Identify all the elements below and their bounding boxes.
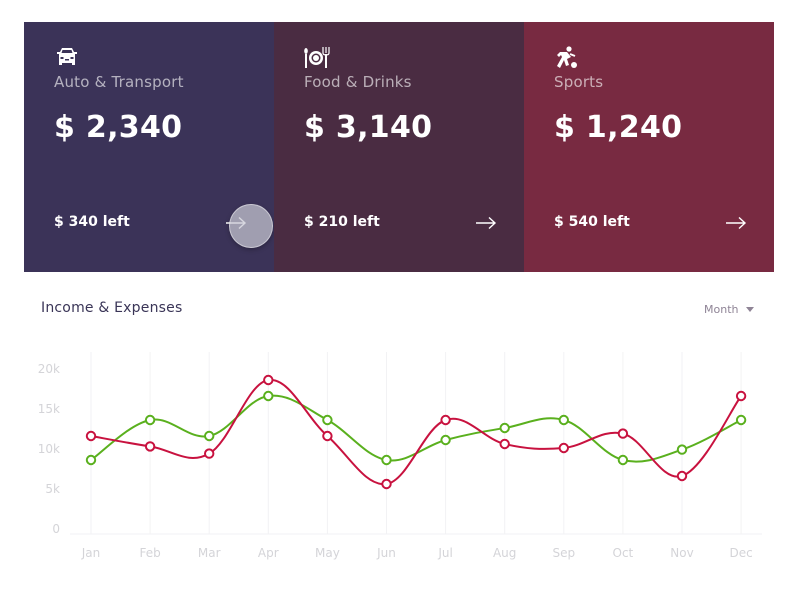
budget-cards: Auto & Transport $ 2,340 $ 340 left Food…: [24, 22, 774, 272]
x-tick-label: Nov: [670, 546, 693, 560]
data-point[interactable]: [204, 430, 215, 442]
data-point[interactable]: [144, 441, 156, 452]
data-point[interactable]: [558, 442, 569, 454]
data-point[interactable]: [381, 454, 392, 466]
data-point[interactable]: [735, 390, 747, 402]
y-tick-label: 20k: [38, 362, 60, 376]
data-point[interactable]: [617, 454, 629, 466]
x-tick-label: May: [315, 546, 340, 560]
data-point[interactable]: [263, 390, 274, 402]
x-tick-label: Oct: [613, 546, 634, 560]
remaining-amount: $ 340 left: [54, 214, 130, 230]
sports-icon: [557, 46, 577, 68]
income-expenses-chart: 0 5k 10k 15k 20k Jan Feb Mar Apr May Jun Jul Aug Sep O…: [38, 352, 762, 560]
data-point[interactable]: [322, 414, 333, 426]
spent-amount: $ 1,240: [554, 110, 683, 145]
spent-amount: $ 2,340: [54, 110, 183, 145]
y-tick-label: 15k: [38, 402, 60, 416]
data-point[interactable]: [85, 454, 97, 466]
x-tick-label: Jan: [81, 546, 101, 560]
data-point[interactable]: [144, 414, 156, 426]
data-point[interactable]: [85, 430, 97, 442]
y-tick-label: 0: [52, 522, 60, 536]
touch-indicator: [229, 204, 273, 248]
x-tick-label: Jun: [376, 546, 396, 560]
series-line-income: [90, 394, 742, 463]
card-auto-transport[interactable]: Auto & Transport $ 2,340 $ 340 left: [24, 22, 274, 272]
card-sports[interactable]: Sports $ 1,240 $ 540 left: [524, 22, 774, 272]
data-point[interactable]: [322, 430, 333, 442]
category-label: Food & Drinks: [304, 73, 412, 91]
x-tick-label: Aug: [493, 546, 516, 560]
caret-down-icon: [746, 307, 755, 312]
data-point[interactable]: [499, 422, 510, 434]
data-point[interactable]: [558, 414, 569, 426]
spent-amount: $ 3,140: [304, 110, 433, 145]
arrow-right-icon[interactable]: [725, 216, 747, 230]
data-point[interactable]: [440, 434, 451, 446]
data-point[interactable]: [499, 438, 510, 450]
data-point[interactable]: [440, 414, 451, 426]
data-point[interactable]: [381, 478, 392, 490]
data-point[interactable]: [676, 444, 688, 455]
x-tick-label: Mar: [198, 546, 221, 560]
y-tick-label: 5k: [45, 482, 60, 496]
chart-title: Income & Expenses: [41, 300, 183, 316]
arrow-right-icon[interactable]: [475, 216, 497, 230]
y-tick-label: 10k: [38, 442, 60, 456]
car-icon: [57, 48, 77, 65]
x-tick-label: Dec: [729, 546, 752, 560]
remaining-amount: $ 540 left: [554, 214, 630, 230]
x-tick-label: Sep: [552, 546, 575, 560]
restaurant-icon: [304, 47, 330, 68]
data-point[interactable]: [263, 374, 274, 386]
x-tick-label: Apr: [258, 546, 279, 560]
data-point[interactable]: [676, 470, 688, 482]
remaining-amount: $ 210 left: [304, 214, 380, 230]
data-point[interactable]: [735, 414, 747, 426]
data-point[interactable]: [617, 428, 629, 439]
card-food-drinks[interactable]: Food & Drinks $ 3,140 $ 210 left: [274, 22, 524, 272]
period-dropdown[interactable]: Month: [704, 303, 755, 316]
x-tick-label: Feb: [139, 546, 160, 560]
category-label: Auto & Transport: [54, 73, 184, 91]
data-point[interactable]: [204, 448, 215, 459]
category-label: Sports: [554, 73, 604, 91]
period-value: Month: [704, 303, 739, 316]
x-tick-label: Jul: [437, 546, 452, 560]
